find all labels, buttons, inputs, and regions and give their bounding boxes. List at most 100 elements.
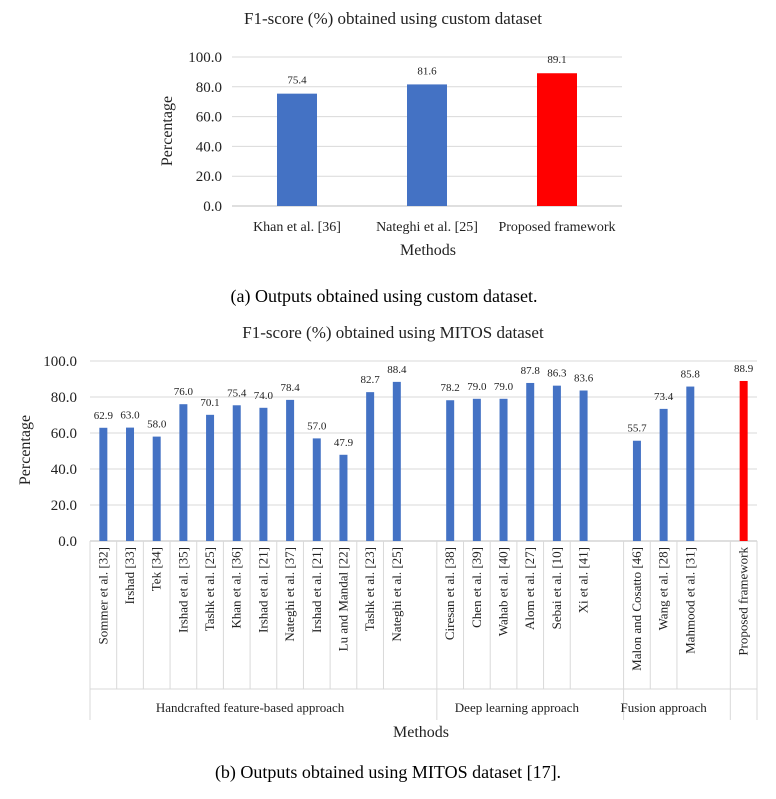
chart-b-bar bbox=[499, 398, 508, 541]
chart-a-category-labels: Khan et al. [36] Nateghi et al. [25] Propo… bbox=[253, 220, 615, 235]
chart-a-x-axis-label: Methods bbox=[400, 242, 456, 259]
chart-b-value-label: 63.0 bbox=[120, 410, 140, 422]
chart-b-category-frame bbox=[89, 541, 758, 720]
chart-a-category-label: Khan et al. [36] bbox=[253, 220, 341, 235]
chart-b-bar bbox=[552, 385, 561, 541]
chart-b-category-label: Khan et al. [36] bbox=[229, 547, 244, 629]
chart-b-value-label: 85.8 bbox=[681, 369, 701, 381]
chart-a-bar bbox=[537, 73, 577, 206]
chart-b-value-label: 55.7 bbox=[627, 423, 647, 435]
chart-b-value-label: 62.9 bbox=[94, 410, 114, 422]
chart-a-category-label: Nateghi et al. [25] bbox=[376, 220, 478, 235]
chart-b-bar bbox=[659, 408, 668, 541]
chart-b-value-label: 88.9 bbox=[734, 363, 754, 375]
chart-mitos-dataset: F1-score (%) obtained using MITOS datase… bbox=[17, 323, 758, 783]
chart-b-bar bbox=[99, 427, 108, 541]
chart-b-y-tick-label: 80.0 bbox=[51, 390, 77, 406]
chart-b-value-label: 76.0 bbox=[174, 386, 194, 398]
chart-b-bar bbox=[392, 381, 401, 541]
chart-a-y-tick-label: 100.0 bbox=[188, 50, 222, 66]
chart-b-value-label: 73.4 bbox=[654, 391, 674, 403]
chart-b-y-axis-label: Percentage bbox=[17, 415, 34, 485]
chart-b-value-label: 78.2 bbox=[441, 382, 460, 394]
chart-b-category-label: Nateghi et al. [37] bbox=[282, 547, 297, 642]
chart-a-y-tick-label: 0.0 bbox=[203, 199, 222, 215]
chart-b-bar bbox=[259, 407, 268, 541]
chart-b-value-label: 86.3 bbox=[547, 368, 567, 380]
chart-b-value-label: 47.9 bbox=[334, 437, 354, 449]
chart-b-bar bbox=[366, 392, 375, 541]
chart-b-bar bbox=[286, 399, 295, 541]
chart-b-category-label: Irshad [33] bbox=[122, 547, 137, 604]
chart-b-value-label: 83.6 bbox=[574, 373, 594, 385]
chart-b-category-label: Alom et al. [27] bbox=[522, 547, 537, 630]
chart-b-title: F1-score (%) obtained using MITOS datase… bbox=[242, 323, 544, 342]
chart-b-category-label: Irshad et al. [21] bbox=[255, 547, 270, 633]
chart-b-category-label: Tashk et al. [25] bbox=[202, 547, 217, 631]
chart-b-category-label: Tashk et al. [23] bbox=[362, 547, 377, 631]
chart-b-value-label: 75.4 bbox=[227, 387, 247, 399]
chart-b-bar bbox=[126, 427, 135, 541]
chart-b-bar bbox=[206, 414, 215, 541]
chart-a-y-tick-label: 40.0 bbox=[196, 139, 222, 155]
chart-b-value-label: 87.8 bbox=[521, 365, 541, 377]
chart-b-bar bbox=[232, 405, 241, 541]
chart-a-title: F1-score (%) obtained using custom datas… bbox=[244, 9, 542, 28]
chart-b-value-label: 57.0 bbox=[307, 420, 327, 432]
chart-a-y-axis-label: Percentage bbox=[159, 96, 176, 166]
chart-b-value-label: 58.0 bbox=[147, 419, 167, 431]
chart-a-value-labels: 75.4 81.6 89.1 bbox=[287, 54, 566, 86]
chart-b-value-label: 82.7 bbox=[361, 374, 381, 386]
caption-b: (b) Outputs obtained using MITOS dataset… bbox=[215, 762, 561, 783]
chart-b-value-label: 78.4 bbox=[280, 382, 300, 394]
chart-b-y-tick-label: 100.0 bbox=[43, 354, 77, 370]
chart-a-y-tick-label: 60.0 bbox=[196, 110, 222, 126]
chart-a-y-tick-label: 20.0 bbox=[196, 169, 222, 185]
chart-b-category-label: Proposed framework bbox=[736, 547, 751, 656]
chart-b-bar bbox=[152, 436, 161, 541]
chart-b-category-label: Wang et al. [28] bbox=[656, 547, 671, 630]
chart-b-y-tick-label: 20.0 bbox=[51, 498, 77, 514]
chart-b-bar bbox=[179, 404, 188, 541]
chart-a-category-label: Proposed framework bbox=[498, 220, 615, 235]
chart-b-group-label: Fusion approach bbox=[620, 700, 707, 715]
chart-b-category-label: Malon and Cosatto [46] bbox=[629, 547, 644, 671]
chart-b-category-labels: Sommer et al. [32] Irshad [33] Tek [34] Irs… bbox=[95, 547, 750, 671]
chart-b-group-label: Deep learning approach bbox=[455, 700, 580, 715]
chart-a-value-label: 75.4 bbox=[287, 75, 307, 87]
chart-b-bar bbox=[686, 386, 695, 541]
chart-a-bar bbox=[277, 93, 317, 206]
chart-b-category-label: Xi et al. [41] bbox=[576, 547, 591, 613]
chart-a-y-tick-label: 80.0 bbox=[196, 80, 222, 96]
chart-b-bars bbox=[99, 380, 748, 541]
chart-b-bar bbox=[632, 440, 641, 541]
chart-b-bar bbox=[472, 398, 481, 541]
chart-b-category-label: Lu and Mandal [22] bbox=[335, 547, 350, 651]
chart-b-category-label: Mahmood et al. [31] bbox=[682, 547, 697, 654]
chart-b-group-label: Handcrafted feature-based approach bbox=[156, 700, 345, 715]
chart-b-category-label: Wahab et al. [40] bbox=[496, 547, 511, 636]
chart-b-bar bbox=[312, 438, 321, 541]
chart-b-x-axis-label: Methods bbox=[393, 724, 449, 741]
chart-b-value-label: 74.0 bbox=[254, 390, 274, 402]
chart-b-category-label: Tek [34] bbox=[149, 547, 164, 591]
chart-b-group-labels: Handcrafted feature-based approach Deep l… bbox=[156, 700, 707, 715]
chart-b-bar bbox=[739, 380, 748, 541]
chart-b-category-label: Ciresan et al. [38] bbox=[442, 547, 457, 640]
chart-b-bar bbox=[579, 390, 588, 541]
chart-b-value-labels: 62.9 63.0 58.0 76.0 70.1 75.4 74.0 78.4 57.0 47.9… bbox=[94, 363, 754, 449]
chart-b-bar bbox=[339, 454, 348, 541]
chart-b-category-label: Sommer et al. [32] bbox=[95, 547, 110, 644]
chart-b-value-label: 70.1 bbox=[200, 397, 219, 409]
chart-a-value-label: 89.1 bbox=[547, 54, 566, 66]
chart-b-category-label: Sebai et al. [10] bbox=[549, 547, 564, 629]
chart-a-y-ticks: 0.0 20.0 40.0 60.0 80.0 100.0 bbox=[188, 50, 222, 215]
chart-b-y-tick-label: 40.0 bbox=[51, 462, 77, 478]
chart-a-bar bbox=[407, 84, 447, 206]
chart-b-value-label: 79.0 bbox=[467, 381, 487, 393]
chart-b-category-label: Nateghi et al. [25] bbox=[389, 547, 404, 642]
chart-b-y-ticks: 0.0 20.0 40.0 60.0 80.0 100.0 bbox=[43, 354, 77, 550]
chart-b-category-label: Irshad et al. [35] bbox=[175, 547, 190, 633]
chart-b-bar bbox=[446, 400, 455, 541]
chart-b-category-label: Chen et al. [39] bbox=[469, 547, 484, 628]
